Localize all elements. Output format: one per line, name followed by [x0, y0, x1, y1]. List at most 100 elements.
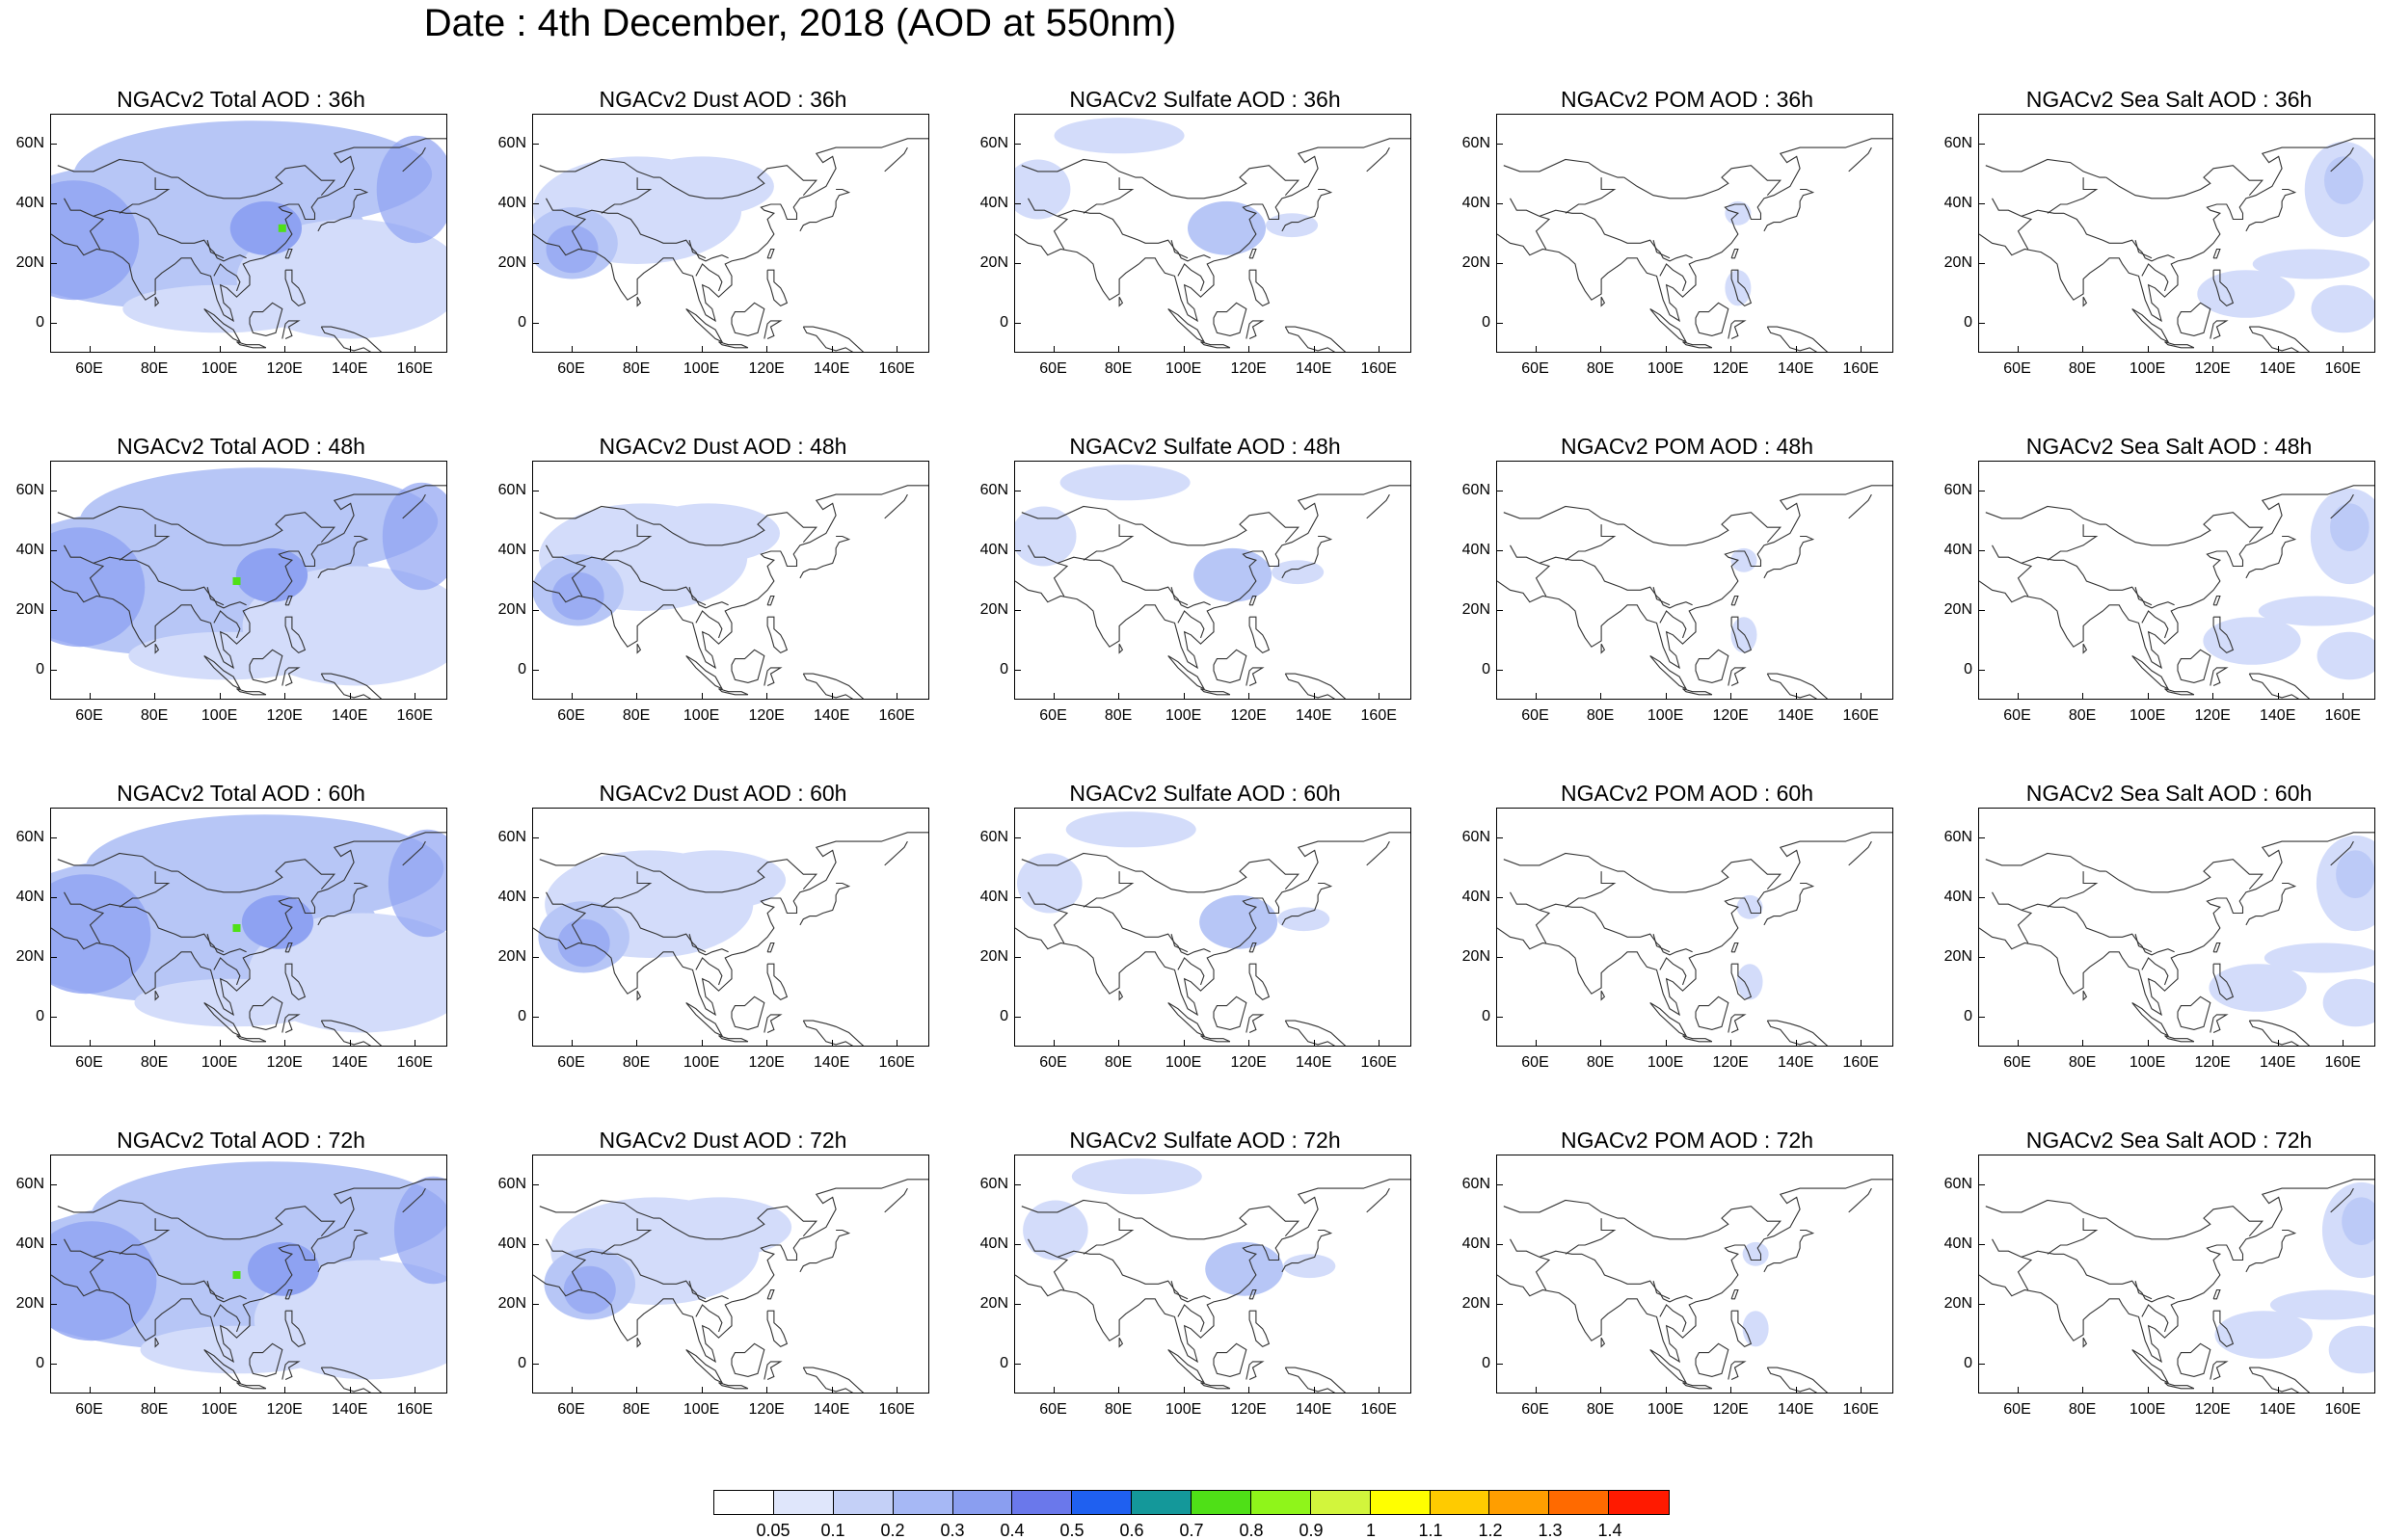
lon-tick-label: 100E [683, 707, 720, 724]
coastline [249, 1342, 283, 1377]
lat-tick-label: 60N [979, 829, 1008, 845]
aod-plume [235, 547, 308, 602]
lat-tick-label: 0 [1482, 1008, 1490, 1024]
map-panel: NGACv2 Sea Salt AOD : 60h 60N 40N 20N 0 60E 80… [1928, 779, 2384, 1106]
aod-hotspot [278, 224, 286, 232]
coastline [1503, 158, 1624, 178]
coastline [2177, 996, 2211, 1030]
coastline [1600, 643, 1606, 654]
lon-tick-label: 80E [1586, 360, 1615, 377]
coastline [1177, 263, 1205, 292]
lon-tick-label: 80E [1104, 1401, 1133, 1418]
colorbar-label: 1.3 [1538, 1521, 1563, 1540]
coastline [533, 485, 928, 670]
aod-plume [648, 1197, 792, 1258]
lon-tick-label: 60E [557, 1054, 585, 1071]
colorbar-swatch [1370, 1491, 1431, 1514]
coastline [402, 493, 426, 519]
coastline [1170, 240, 1189, 259]
lat-tick [1014, 1364, 1021, 1365]
coastline [1766, 673, 1829, 699]
lon-tick [766, 1387, 768, 1394]
aod-plume [630, 156, 774, 217]
coastline [1985, 505, 2106, 525]
lon-tick [1118, 1387, 1120, 1394]
coastline [1600, 296, 1606, 307]
lon-tick [1379, 1040, 1380, 1047]
lon-tick-label: 60E [2003, 1054, 2031, 1071]
coastline [154, 1337, 160, 1348]
coastline [802, 326, 865, 352]
coastline [1979, 485, 2374, 670]
colorbar-label: 1.2 [1478, 1521, 1503, 1540]
coastline [1200, 1035, 1231, 1043]
coastline [1177, 957, 1205, 986]
coastline [799, 188, 851, 232]
lon-tick-label: 100E [683, 1054, 720, 1071]
lon-tick [766, 693, 768, 700]
lon-tick [1861, 1387, 1862, 1394]
coastline [119, 871, 171, 908]
coastline [203, 655, 242, 690]
lat-tick [1496, 203, 1503, 204]
coastline [1682, 341, 1713, 349]
lon-tick [1313, 1040, 1315, 1047]
lon-tick [1730, 1040, 1732, 1047]
coastline [659, 165, 818, 199]
coastline [1248, 1310, 1271, 1348]
colorbar-swatch [952, 1491, 1013, 1514]
panel-title: NGACv2 Sulfate AOD : 48h [1069, 434, 1341, 459]
coastline [284, 269, 307, 307]
lon-tick [2017, 693, 2019, 700]
aod-plume [2263, 943, 2374, 973]
coastline [1659, 263, 1687, 292]
coastline [206, 587, 225, 606]
lat-tick-label: 20N [497, 1295, 526, 1312]
map-frame [50, 1155, 447, 1394]
lon-tick-label: 160E [1360, 1054, 1397, 1071]
colorbar-swatch [1609, 1491, 1669, 1514]
lat-tick-label: 60N [979, 482, 1008, 498]
lat-tick-label: 0 [518, 661, 526, 677]
aod-map [533, 138, 928, 352]
coastline [1659, 610, 1687, 639]
coastline [601, 177, 653, 214]
lat-tick [1496, 1244, 1503, 1245]
coastline [695, 1304, 723, 1333]
coastline [2177, 302, 2211, 336]
lon-tick [2277, 1387, 2279, 1394]
coastline [1510, 1238, 1551, 1290]
coastline [1600, 1337, 1606, 1348]
lat-tick [50, 957, 57, 958]
lat-tick-label: 20N [979, 1295, 1008, 1312]
coastline [1248, 269, 1271, 307]
lat-tick [1014, 550, 1021, 551]
lon-tick [1730, 346, 1732, 353]
coastline [601, 1218, 653, 1255]
lon-tick-label: 120E [1230, 1054, 1267, 1071]
colorbar-swatch [1012, 1491, 1073, 1514]
aod-plume [229, 200, 303, 255]
lat-tick-label: 20N [15, 254, 44, 271]
coastline [1728, 667, 1747, 687]
lat-tick-label: 60N [497, 482, 526, 498]
lon-tick [2277, 346, 2279, 353]
coastline [688, 240, 707, 259]
panel-title: NGACv2 POM AOD : 48h [1560, 434, 1814, 459]
coastline [284, 1288, 293, 1300]
coastline [203, 308, 242, 343]
coastline [802, 1367, 865, 1393]
aod-plume [1015, 506, 1077, 567]
lat-tick-label: 0 [36, 1008, 44, 1024]
colorbar-label: 0.05 [756, 1521, 790, 1540]
aod-map [51, 120, 446, 352]
aod-plume [79, 467, 439, 575]
colorbar-label: 0.1 [820, 1521, 845, 1540]
coastline [57, 505, 178, 525]
coastline [1083, 1218, 1135, 1255]
coastline [2082, 643, 2088, 654]
coastline [659, 859, 818, 893]
colorbar-swatch [714, 1491, 774, 1514]
coastline [685, 1349, 724, 1384]
lon-tick [701, 1387, 703, 1394]
